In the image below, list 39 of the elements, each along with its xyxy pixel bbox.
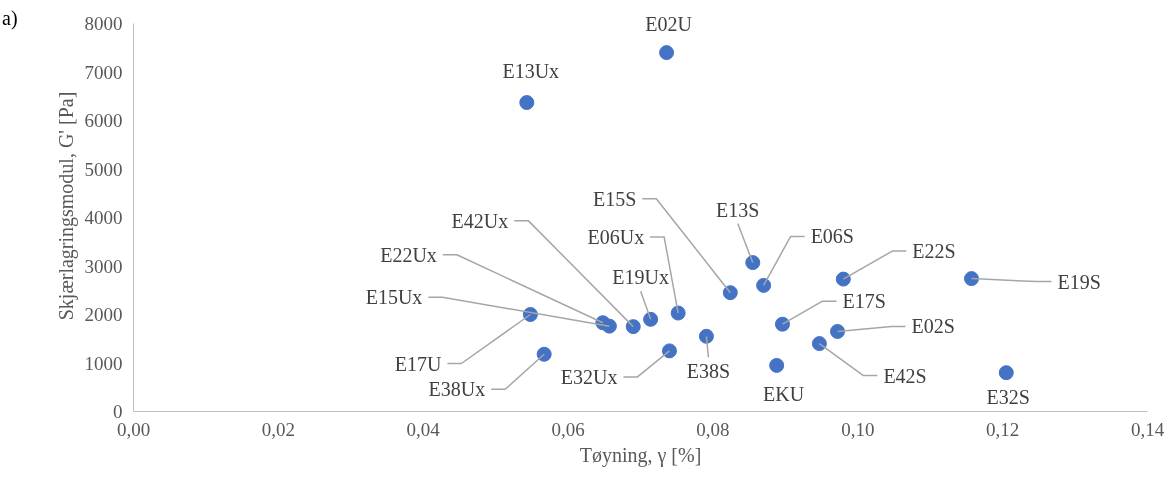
annotation: E17U xyxy=(394,352,442,375)
y-tick-label: 8000 xyxy=(84,13,123,34)
annotation: E32Ux xyxy=(560,365,618,388)
annotation: E22Ux xyxy=(380,243,437,266)
y-tick-label: 4000 xyxy=(84,207,123,228)
text: a) xyxy=(2,6,18,30)
x-axis-title: Tøyning, γ [%] xyxy=(579,443,702,467)
annotation: E42Ux xyxy=(451,209,509,232)
y-tick-label: 1000 xyxy=(84,352,123,374)
annotation: E02S xyxy=(911,315,955,338)
y-tick-label: 5000 xyxy=(84,158,123,180)
annotation: E42S xyxy=(883,364,927,387)
annotation: E15S xyxy=(592,187,637,210)
annotation: E32S xyxy=(986,385,1030,408)
y-tick-label: 2000 xyxy=(84,304,123,325)
x-tick-label: 0,04 xyxy=(406,418,441,440)
x-tick-label: 0,06 xyxy=(551,418,585,440)
annotation: EKU xyxy=(763,383,805,406)
y-tick-label: 6000 xyxy=(84,110,123,131)
annotation: E17S xyxy=(842,290,886,313)
annotation: E15Ux xyxy=(365,286,423,309)
x-tick-label: 0,02 xyxy=(261,418,295,440)
annotation: E38S xyxy=(686,360,731,383)
annotation: E22S xyxy=(912,240,956,263)
x-tick-label: 0,10 xyxy=(841,418,875,440)
annotation: E38Ux xyxy=(428,378,486,401)
annotation: E02U xyxy=(645,12,693,35)
annotation: E19Ux xyxy=(612,266,669,289)
annotation: E06Ux xyxy=(587,226,645,249)
annotation: E06S xyxy=(810,225,854,248)
y-tick-label: 7000 xyxy=(84,61,123,83)
annotation: E13Ux xyxy=(502,59,560,82)
x-tick-label: 0,08 xyxy=(696,418,730,440)
annotation: E19S xyxy=(1057,270,1101,293)
x-tick-label: 0,12 xyxy=(986,418,1020,440)
y-axis-title: Skjærlagringsmodul, G' [Pa] xyxy=(54,91,78,321)
annotation: E13S xyxy=(716,198,760,221)
y-tick-label: 3000 xyxy=(84,255,123,277)
x-tick-label: 0,14 xyxy=(1130,418,1165,440)
